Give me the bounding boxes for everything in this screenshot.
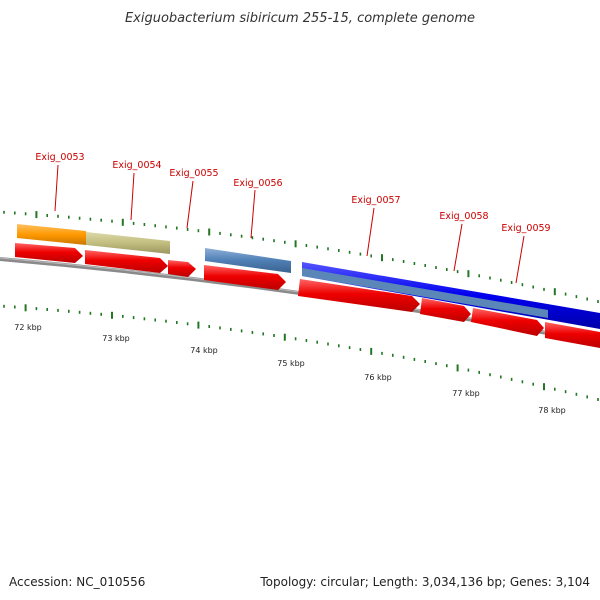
kbp-label-74: 74 kbp [190, 346, 218, 355]
kbp-label-75: 75 kbp [277, 359, 305, 368]
gene-label-exig-0056: Exig_0056 [233, 178, 282, 189]
gene-bar-steel-2 [302, 268, 548, 318]
gene-label-exig-0053: Exig_0053 [35, 152, 84, 163]
gene-label-exig-0059: Exig_0059 [501, 223, 550, 234]
kbp-label-77: 77 kbp [452, 389, 480, 398]
gene-label-exig-0058: Exig_0058 [439, 211, 488, 222]
gene-bar-orange [17, 224, 86, 245]
kbp-label-72: 72 kbp [14, 323, 42, 332]
genome-summary-text: Topology: circular; Length: 3,034,136 bp… [259, 575, 590, 589]
gene-label-exig-0057: Exig_0057 [351, 195, 400, 206]
kbp-label-76: 76 kbp [364, 373, 392, 382]
cds-arrow-1 [15, 243, 83, 263]
cds-arrow-8 [545, 322, 600, 348]
cds-arrow-6 [420, 298, 471, 322]
cds-arrow-7 [471, 308, 544, 336]
tick-row-lower [3, 304, 599, 401]
gene-bar-steel-1 [205, 248, 291, 273]
leader-line-exig-0058 [453, 223, 463, 272]
leader-line-exig-0059 [515, 235, 525, 284]
leader-line-exig-0057 [366, 207, 375, 257]
leader-line-exig-0056 [250, 189, 256, 239]
gene-bar-olive [86, 232, 170, 254]
kbp-label-78: 78 kbp [538, 406, 566, 415]
leader-line-exig-0055 [186, 180, 194, 229]
cds-arrow-3 [168, 260, 196, 277]
leader-line-exig-0054 [130, 172, 135, 221]
gene-label-exig-0055: Exig_0055 [169, 168, 218, 179]
cds-arrow-2 [85, 250, 168, 273]
leader-line-exig-0053 [54, 164, 59, 212]
tick-row-upper [3, 210, 599, 303]
cds-arrow-5 [298, 279, 420, 312]
map-title: Exiguobacterium sibiricum 255-15, comple… [125, 11, 475, 26]
accession-text: Accession: NC_010556 [9, 575, 145, 589]
gene-label-exig-0054: Exig_0054 [112, 160, 161, 171]
kbp-label-73: 73 kbp [102, 334, 130, 343]
cds-arrow-4 [204, 265, 286, 290]
